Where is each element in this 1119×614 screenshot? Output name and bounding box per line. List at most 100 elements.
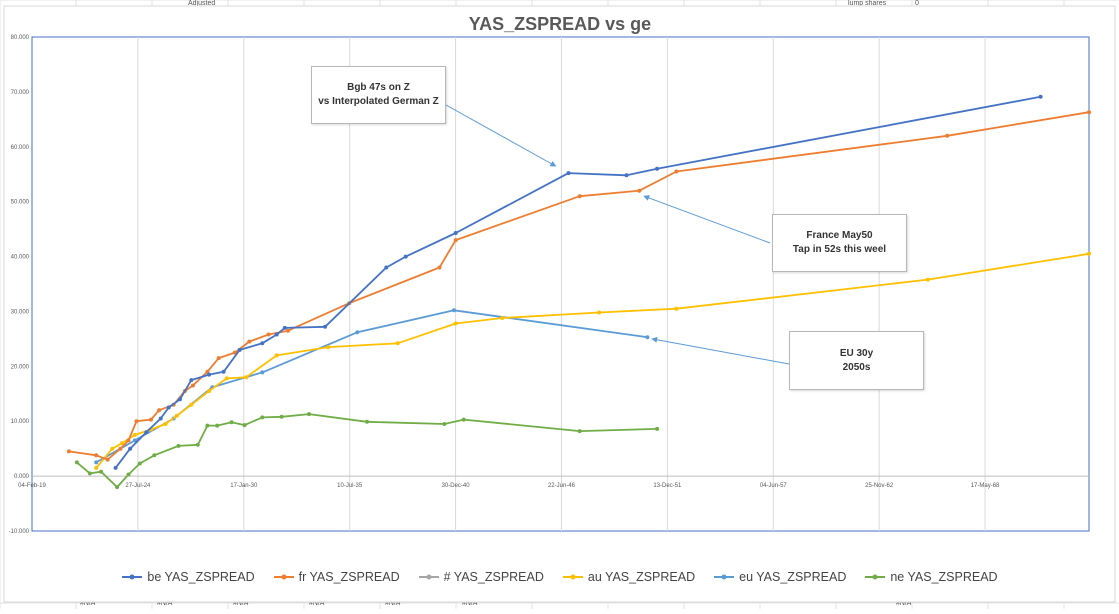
data-point [1038,94,1043,99]
annotation-arrows [445,104,790,365]
cell-na[interactable]: #N/A [80,600,96,607]
cell-na[interactable]: #N/A [462,600,478,607]
legend-marker [721,574,727,580]
x-tick-label: 17-May-68 [971,483,1000,489]
data-point [452,308,456,313]
data-point [190,383,195,388]
data-point [128,446,133,451]
legend-swatch [273,574,294,580]
annotation-arrow [445,104,557,167]
data-point [655,426,660,431]
legend-item: be YAS_ZSPREAD [121,570,255,584]
legend-marker [570,574,576,580]
data-point [442,422,447,426]
cell-na[interactable]: #N/A [385,600,401,607]
annotation-france: France May50 Tap in 52s this weel [772,214,907,272]
data-point [247,339,252,344]
data-point [118,446,123,451]
legend-swatch [562,574,583,580]
annotation-text: Bgb 47s on Z [347,82,410,93]
data-point [577,429,582,434]
data-point [158,416,163,421]
legend-label: be YAS_ZSPREAD [147,570,255,584]
legend-item: eu YAS_ZSPREAD [713,570,846,584]
legend-marker [281,574,287,580]
data-point [137,461,142,466]
data-point [945,133,950,138]
y-tick-label: -10.000 [9,529,30,535]
data-point [215,423,220,428]
cell-na[interactable]: #N/A [309,600,325,607]
data-point [74,460,79,465]
annotation-text: France May50 [806,230,873,241]
data-point [260,370,265,375]
data-point [105,457,110,462]
data-point [286,328,290,333]
data-point [126,438,131,443]
x-tick-label: 22-Jun-46 [548,483,576,489]
series-line [95,252,1090,469]
data-point [94,460,99,465]
data-point [66,449,71,454]
data-point [229,420,234,425]
y-tick-label: 60.000 [11,145,30,151]
data-point [132,438,137,443]
data-point [326,345,331,350]
data-point [566,171,571,176]
cell-na[interactable]: #N/A [233,600,249,607]
data-point [94,465,99,470]
x-tick-label: 04-Feb-19 [18,483,46,489]
data-point [500,316,505,320]
x-tick-label: 13-Dec-51 [653,483,682,489]
cell-adjusted[interactable]: Adjusted [188,0,216,7]
data-point [1087,251,1091,256]
data-point [166,405,171,410]
chart-legend: be YAS_ZSPREAD fr YAS_ZSPREAD # YAS_ZSPREA… [0,570,1119,584]
data-point [207,389,212,393]
data-point [674,169,679,174]
annotation-arrow [643,195,771,244]
data-point [115,485,120,490]
cell-na[interactable]: #N/A [896,600,912,607]
legend-label: au YAS_ZSPREAD [587,570,696,584]
data-point [925,277,930,282]
data-point [437,265,442,270]
data-point [144,430,149,435]
data-point [453,231,458,235]
cell-zero[interactable]: 0 [915,0,919,7]
data-point [205,423,210,428]
legend-label: fr YAS_ZSPREAD [298,570,400,584]
data-point [221,369,226,374]
data-point [189,402,194,407]
x-tick-label: 10-Jul-35 [337,483,363,489]
data-point [134,419,139,424]
annotation-text: Tap in 52s this weel [792,244,887,255]
annotation-text: vs Interpolated German Z [318,96,439,107]
legend-item: au YAS_ZSPREAD [562,570,695,584]
data-point [132,432,137,437]
data-point [120,441,124,446]
x-tick-label: 04-Jun-57 [760,483,788,489]
cell-lump-shares[interactable]: lump shares [848,0,887,7]
data-point [174,413,179,418]
data-point [674,306,679,311]
data-point [384,265,389,270]
data-point [637,188,642,193]
data-point [355,330,360,335]
data-point [149,417,153,422]
data-point [178,397,182,402]
data-point [260,341,265,346]
data-point [189,378,194,383]
x-tick-label: 30-Dec-40 [442,483,471,489]
data-point [266,332,271,337]
y-tick-label: 0.000 [14,474,30,480]
data-point [224,376,229,381]
x-tick-label: 25-Nov-62 [865,483,894,489]
data-point [126,472,131,477]
legend-label: ne YAS_ZSPREAD [890,570,998,584]
cell-na[interactable]: #N/A [157,600,173,607]
data-point [110,446,115,451]
y-tick-label: 10.000 [11,419,30,425]
